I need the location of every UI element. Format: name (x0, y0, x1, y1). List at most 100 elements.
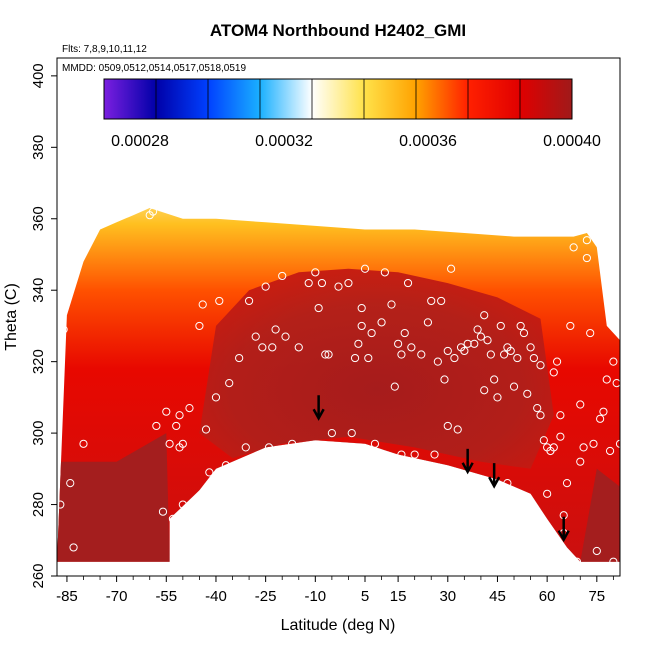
y-axis: 260 280 300 320 340 360 380 400 (30, 63, 57, 589)
observation-point (380, 268, 389, 277)
x-tick-label: 45 (489, 588, 506, 605)
observation-point (516, 321, 525, 331)
observation-point (407, 343, 416, 352)
observation-point (258, 343, 267, 352)
observation-point (172, 421, 181, 431)
observation-point (69, 543, 78, 552)
observation-point (311, 268, 320, 277)
observation-point (423, 318, 433, 327)
observation-point (175, 411, 184, 420)
observation-point (317, 278, 327, 288)
observation-point (344, 278, 353, 288)
observation-point (552, 357, 562, 366)
arrow-markers (312, 395, 570, 543)
observation-point (543, 489, 552, 498)
observation-point (241, 443, 250, 452)
y-tick-label: 400 (30, 63, 47, 88)
x-axis: -85 -70 -55 -40 -25 -10 5 15 30 45 60 75 (56, 576, 614, 605)
observation-point (211, 393, 221, 402)
observation-point (582, 236, 591, 245)
x-tick-label: 5 (361, 588, 369, 605)
x-tick-label: 60 (539, 588, 556, 605)
observation-point (536, 411, 545, 420)
observation-point (195, 321, 204, 331)
observation-point (168, 514, 178, 523)
observation-point (324, 350, 333, 359)
observation-point (364, 353, 373, 363)
observation-point (235, 353, 244, 363)
observation-point (609, 557, 618, 566)
x-tick-label: -40 (205, 588, 227, 605)
observation-point (443, 421, 452, 431)
observation-point (536, 361, 545, 370)
x-tick-label: 30 (439, 588, 456, 605)
observation-point (473, 325, 482, 334)
observation-point (486, 350, 495, 359)
observation-point (334, 282, 343, 291)
observation-point (579, 443, 588, 452)
x-tick-label: 15 (390, 588, 407, 605)
observation-point (549, 368, 558, 377)
observation-point (198, 300, 207, 309)
colorbar-tick-label: 0.00040 (543, 133, 601, 150)
observation-point (410, 450, 419, 459)
observation-point (347, 429, 356, 438)
observation-point (605, 446, 615, 456)
observation-point (450, 353, 459, 363)
observation-point (304, 278, 313, 288)
observation-point (158, 507, 168, 516)
observation-point (244, 296, 254, 306)
observation-point (509, 382, 519, 391)
observation-point (178, 439, 187, 448)
arrow-marker (488, 463, 501, 489)
observation-point (148, 207, 158, 216)
observation-point (178, 500, 187, 509)
colorbar-tick-label: 0.00036 (399, 133, 457, 150)
y-tick-label: 340 (30, 278, 47, 303)
x-tick-label: -85 (56, 588, 78, 605)
colorbar-tick-label: 0.00032 (255, 133, 313, 150)
observation-point (576, 457, 585, 466)
y-tick-label: 280 (30, 492, 47, 517)
observation-point (271, 325, 280, 334)
observation-point (377, 318, 386, 327)
observation-point (592, 546, 601, 556)
observation-point (427, 296, 436, 306)
observation-point (602, 375, 611, 384)
x-tick-label: -70 (106, 588, 128, 605)
observation-point (162, 407, 171, 416)
observation-point (221, 461, 230, 470)
observation-point (463, 339, 472, 348)
observation-point (470, 339, 479, 348)
observation-point (562, 479, 572, 488)
observation-point (403, 278, 413, 288)
observation-point (556, 411, 565, 420)
observation-point (576, 400, 585, 409)
observation-point (476, 332, 486, 341)
observation-point (387, 300, 396, 309)
observation-point (549, 443, 558, 452)
observation-point (66, 479, 75, 488)
x-tick-label: 75 (588, 588, 605, 605)
observation-point (586, 328, 595, 338)
y-tick-label: 360 (30, 206, 47, 231)
observation-point (460, 346, 469, 356)
x-tick-label: -55 (155, 588, 177, 605)
observation-point (599, 407, 608, 416)
observation-point (294, 343, 303, 352)
observation-point (506, 346, 515, 356)
arrow-marker (461, 448, 474, 475)
field-core (199, 268, 554, 469)
observation-point (513, 353, 522, 363)
x-tick-label: -25 (255, 588, 277, 605)
observation-point (453, 425, 462, 434)
observation-point (430, 450, 439, 459)
observation-point (357, 303, 366, 313)
observation-point (526, 343, 535, 352)
y-tick-label: 260 (30, 563, 47, 588)
observation-point (321, 350, 330, 359)
observation-point (360, 264, 370, 273)
observation-point (394, 339, 403, 348)
observation-point (264, 443, 274, 452)
observation-point (437, 296, 446, 306)
